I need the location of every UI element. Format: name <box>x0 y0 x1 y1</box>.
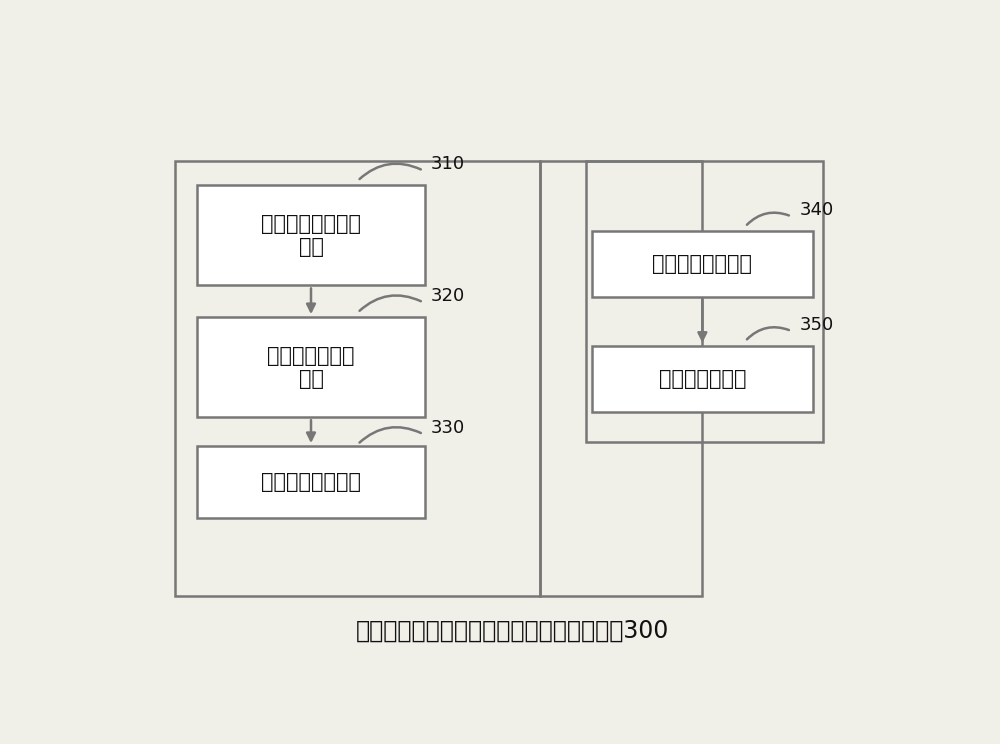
Text: 数字人控制模块: 数字人控制模块 <box>659 368 746 388</box>
Text: 基于大数据技术的沉浸式虚拟现实展示系统300: 基于大数据技术的沉浸式虚拟现实展示系统300 <box>356 619 669 643</box>
Text: 350: 350 <box>799 316 834 334</box>
Bar <box>586 161 822 442</box>
Bar <box>175 161 540 596</box>
Text: 时序波动分析模块: 时序波动分析模块 <box>261 472 361 492</box>
Bar <box>592 346 813 411</box>
Text: 交互意图识别模块: 交互意图识别模块 <box>652 254 752 274</box>
Bar <box>197 185 425 286</box>
Bar <box>197 317 425 417</box>
Text: 310: 310 <box>431 155 465 173</box>
Bar <box>540 161 702 596</box>
Bar <box>592 231 813 297</box>
Text: 手势动作图像获取
模块: 手势动作图像获取 模块 <box>261 214 361 257</box>
Text: 感兴趣区域显化
模块: 感兴趣区域显化 模块 <box>267 345 355 388</box>
Text: 320: 320 <box>431 287 465 305</box>
Text: 340: 340 <box>799 202 834 219</box>
Text: 330: 330 <box>431 419 465 437</box>
Bar <box>197 446 425 518</box>
